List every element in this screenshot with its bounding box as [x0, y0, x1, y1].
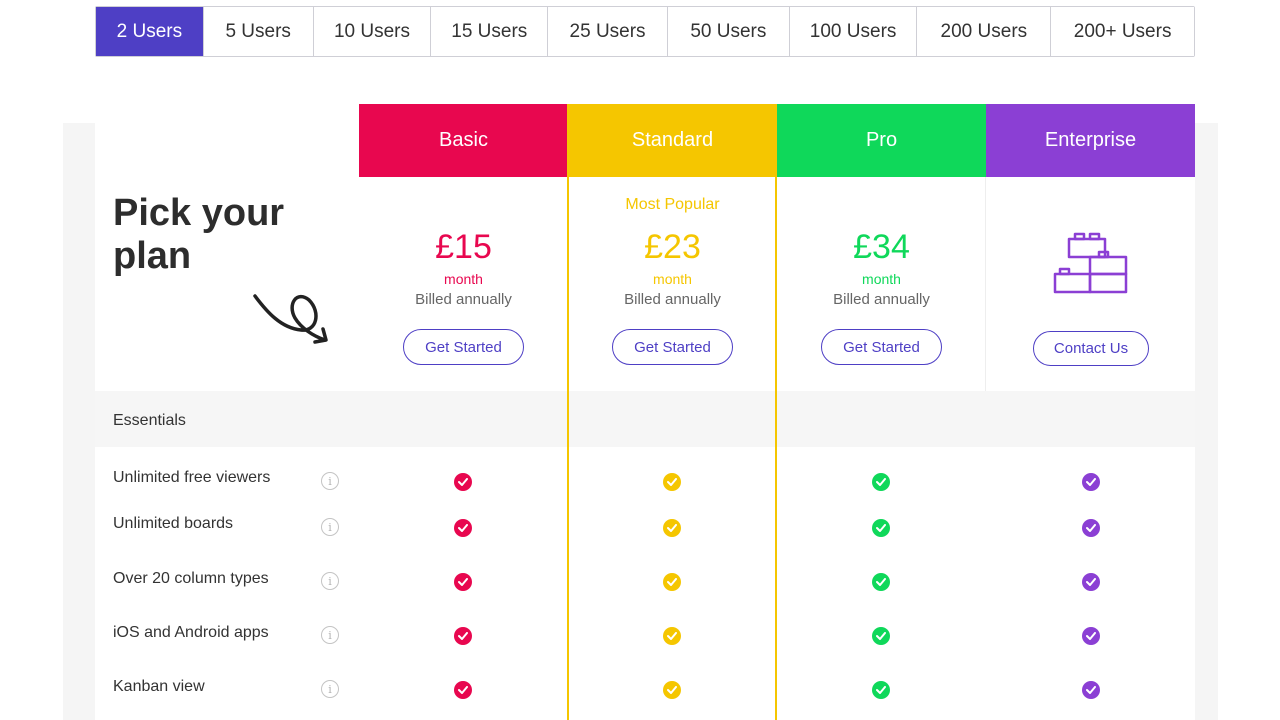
check-icon: [454, 627, 472, 645]
plan-header-pro: Pro: [777, 104, 986, 177]
plan-price: £34: [853, 228, 910, 266]
info-icon[interactable]: i: [321, 680, 339, 698]
feature-label: Kanban view: [113, 678, 205, 695]
plan-card-standard: Most Popular £23 month Billed annually G…: [568, 177, 777, 391]
info-icon[interactable]: i: [321, 626, 339, 644]
feature-label: Unlimited free viewers: [113, 469, 271, 486]
tab-5-users[interactable]: 5 Users: [203, 7, 314, 56]
info-icon[interactable]: i: [321, 472, 339, 490]
tab-10-users[interactable]: 10 Users: [313, 7, 432, 56]
check-icon: [1082, 573, 1100, 591]
feature-label: Over 20 column types: [113, 570, 269, 587]
tab-50-users[interactable]: 50 Users: [667, 7, 790, 56]
section-label: Essentials: [113, 412, 186, 429]
plan-name: Basic: [439, 129, 488, 151]
column-divider: [985, 177, 986, 391]
plan-header-enterprise: Enterprise: [986, 104, 1195, 177]
plan-name: Standard: [631, 129, 714, 151]
plan-card-pro: £34 month Billed annually Get Started: [777, 177, 986, 391]
check-icon: [663, 681, 681, 699]
tab-25-users[interactable]: 25 Users: [548, 7, 668, 56]
check-icon: [454, 681, 472, 699]
get-started-button-standard[interactable]: Get Started: [612, 329, 733, 365]
plan-name: Enterprise: [1044, 129, 1137, 151]
contact-us-button[interactable]: Contact Us: [1033, 331, 1149, 366]
check-icon: [454, 573, 472, 591]
column-divider: [776, 177, 777, 391]
check-icon: [1082, 627, 1100, 645]
check-icon: [454, 519, 472, 537]
check-icon: [1082, 519, 1100, 537]
page-title: Pick your plan: [113, 192, 285, 277]
plan-billing: Billed annually: [415, 291, 512, 308]
tab-200-users[interactable]: 200 Users: [917, 7, 1052, 56]
pick-plan-panel: Pick your plan: [95, 104, 358, 391]
check-icon: [872, 627, 890, 645]
user-count-tabs: 2 Users 5 Users 10 Users 15 Users 25 Use…: [95, 6, 1195, 57]
plan-header-basic: Basic: [359, 104, 568, 177]
plan-card-enterprise: Contact Us: [986, 177, 1195, 391]
info-icon[interactable]: i: [321, 518, 339, 536]
plan-period: month: [653, 271, 692, 287]
check-icon: [663, 573, 681, 591]
plan-period: month: [862, 271, 901, 287]
building-blocks-icon: [1053, 232, 1128, 294]
get-started-button-basic[interactable]: Get Started: [403, 329, 524, 365]
plan-price: £23: [644, 228, 701, 266]
plan-name: Pro: [865, 129, 898, 151]
check-icon: [872, 473, 890, 491]
most-popular-badge: Most Popular: [625, 196, 720, 213]
tab-15-users[interactable]: 15 Users: [431, 7, 549, 56]
curly-arrow-icon: [253, 294, 328, 344]
get-started-button-pro[interactable]: Get Started: [821, 329, 942, 365]
tab-200-plus-users[interactable]: 200+ Users: [1051, 7, 1194, 56]
feature-label: iOS and Android apps: [113, 624, 269, 641]
check-icon: [1082, 681, 1100, 699]
section-header-essentials: Essentials: [95, 391, 1195, 447]
check-icon: [663, 627, 681, 645]
plan-price: £15: [435, 228, 492, 266]
check-icon: [454, 473, 472, 491]
plan-card-basic: £15 month Billed annually Get Started: [359, 177, 568, 391]
plan-billing: Billed annually: [624, 291, 721, 308]
check-icon: [1082, 473, 1100, 491]
tab-2-users[interactable]: 2 Users: [96, 7, 204, 56]
info-icon[interactable]: i: [321, 572, 339, 590]
plan-period: month: [444, 271, 483, 287]
feature-label: Unlimited boards: [113, 515, 234, 532]
plan-billing: Billed annually: [833, 291, 930, 308]
plan-header-standard: Standard: [568, 104, 777, 177]
check-icon: [872, 681, 890, 699]
check-icon: [872, 573, 890, 591]
check-icon: [663, 519, 681, 537]
check-icon: [663, 473, 681, 491]
check-icon: [872, 519, 890, 537]
tab-100-users[interactable]: 100 Users: [789, 7, 918, 56]
